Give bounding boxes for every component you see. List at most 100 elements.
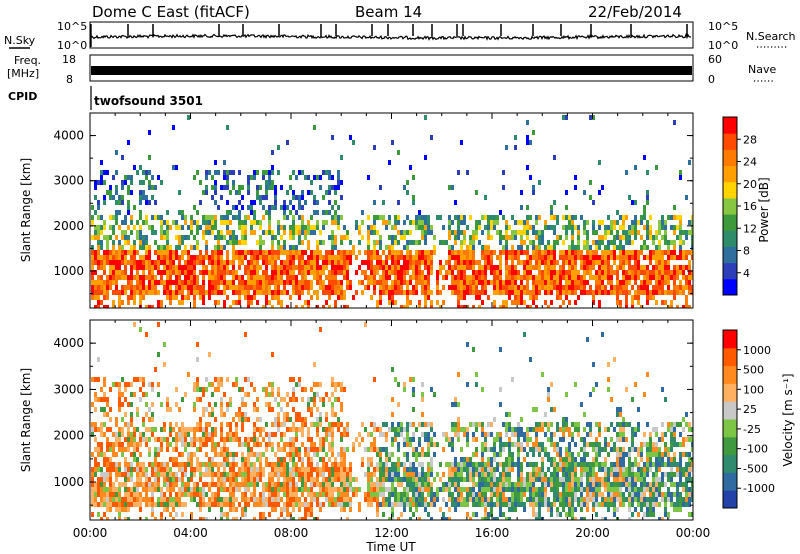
data-cell: [430, 260, 433, 265]
data-cell: [505, 220, 508, 225]
data-cell: [376, 215, 379, 220]
data-cell: [160, 472, 163, 477]
data-cell: [475, 497, 478, 502]
data-cell: [223, 280, 226, 285]
data-cell: [169, 432, 172, 437]
data-cell: [259, 502, 262, 507]
data-cell: [400, 432, 403, 437]
data-cell: [634, 265, 637, 270]
data-cell: [619, 285, 622, 290]
data-cell: [457, 467, 460, 472]
data-cell: [166, 220, 169, 225]
data-cell: [379, 215, 382, 220]
data-cell: [202, 295, 205, 300]
data-cell: [172, 427, 175, 432]
data-cell: [109, 442, 112, 447]
data-cell: [121, 497, 124, 502]
data-cell: [211, 477, 214, 482]
data-cell: [211, 250, 214, 255]
data-cell: [406, 190, 409, 195]
data-cell: [202, 502, 205, 507]
data-cell: [370, 255, 373, 260]
data-cell: [403, 255, 406, 260]
data-cell: [499, 477, 502, 482]
data-cell: [586, 280, 589, 285]
data-cell: [679, 170, 682, 175]
data-cell: [268, 275, 271, 280]
data-cell: [424, 472, 427, 477]
data-cell: [520, 275, 523, 280]
data-cell: [115, 290, 118, 295]
data-cell: [94, 235, 97, 240]
data-cell: [145, 492, 148, 497]
data-cell: [346, 432, 349, 437]
data-cell: [547, 260, 550, 265]
data-cell: [253, 285, 256, 290]
data-cell: [142, 240, 145, 245]
data-cell: [292, 230, 295, 235]
data-cell: [172, 482, 175, 487]
data-cell: [304, 200, 307, 205]
data-cell: [514, 230, 517, 235]
data-cell: [103, 295, 106, 300]
data-cell: [142, 432, 145, 437]
data-cell: [133, 447, 136, 452]
data-cell: [202, 442, 205, 447]
data-cell: [331, 427, 334, 432]
data-cell: [106, 442, 109, 447]
data-cell: [538, 280, 541, 285]
data-cell: [268, 180, 271, 185]
data-cell: [550, 250, 553, 255]
data-cell: [283, 472, 286, 477]
data-cell: [616, 270, 619, 275]
data-cell: [145, 215, 148, 220]
data-cell: [211, 412, 214, 417]
data-cell: [358, 230, 361, 235]
data-cell: [319, 240, 322, 245]
data-cell: [406, 427, 409, 432]
data-cell: [496, 517, 499, 520]
data-cell: [109, 407, 112, 412]
data-cell: [223, 265, 226, 270]
data-cell: [328, 457, 331, 462]
data-cell: [226, 402, 229, 407]
data-cell: [250, 260, 253, 265]
data-cell: [646, 200, 649, 205]
data-cell: [595, 270, 598, 275]
data-cell: [277, 170, 280, 175]
data-cell: [415, 280, 418, 285]
data-cell: [604, 245, 607, 250]
data-cell: [568, 250, 571, 255]
data-cell: [367, 432, 370, 437]
data-cell: [214, 452, 217, 457]
data-cell: [295, 482, 298, 487]
data-cell: [172, 255, 175, 260]
data-cell: [409, 502, 412, 507]
data-cell: [307, 507, 310, 512]
data-cell: [226, 240, 229, 245]
data-cell: [568, 215, 571, 220]
data-cell: [94, 407, 97, 412]
data-cell: [595, 285, 598, 290]
data-cell: [670, 215, 673, 220]
data-cell: [409, 507, 412, 512]
data-cell: [301, 482, 304, 487]
data-cell: [430, 422, 433, 427]
data-cell: [574, 245, 577, 250]
data-cell: [259, 255, 262, 260]
data-cell: [241, 255, 244, 260]
data-cell: [244, 255, 247, 260]
data-cell: [661, 225, 664, 230]
data-cell: [169, 422, 172, 427]
data-cell: [229, 492, 232, 497]
data-cell: [430, 497, 433, 502]
data-cell: [286, 497, 289, 502]
data-cell: [220, 290, 223, 295]
data-cell: [130, 472, 133, 477]
data-cell: [691, 275, 693, 280]
data-cell: [142, 195, 145, 200]
data-cell: [316, 245, 319, 250]
data-cell: [493, 517, 496, 520]
data-cell: [403, 467, 406, 472]
data-cell: [205, 502, 208, 507]
